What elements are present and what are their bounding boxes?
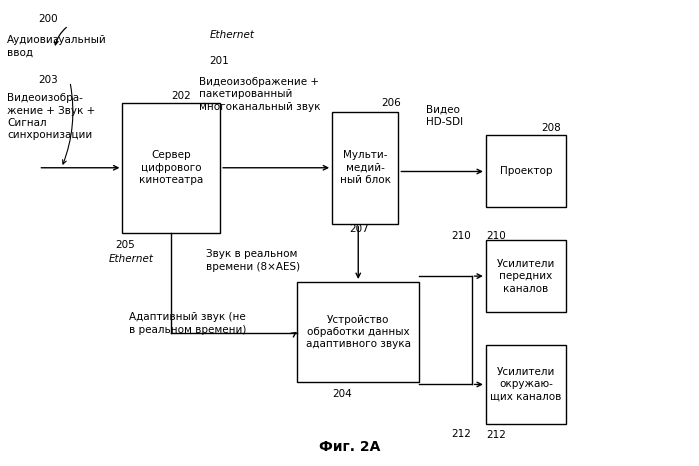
Text: 201: 201 — [210, 56, 229, 66]
Text: Устройство
обработки данных
адаптивного звука: Устройство обработки данных адаптивного … — [305, 315, 411, 350]
Text: 212: 212 — [451, 429, 470, 439]
Text: Ethernet: Ethernet — [210, 30, 254, 40]
Text: 210: 210 — [486, 231, 505, 240]
FancyBboxPatch shape — [486, 345, 566, 424]
Text: Звук в реальном
времени (8×AES): Звук в реальном времени (8×AES) — [206, 249, 301, 272]
Text: 202: 202 — [171, 91, 191, 101]
Text: Сервер
цифрового
кинотеатра: Сервер цифрового кинотеатра — [139, 151, 203, 185]
Text: 207: 207 — [350, 224, 369, 233]
FancyBboxPatch shape — [486, 240, 566, 312]
FancyBboxPatch shape — [486, 135, 566, 207]
Text: Мульти-
медий-
ный блок: Мульти- медий- ный блок — [340, 151, 391, 185]
Text: Усилители
окружаю-
щих каналов: Усилители окружаю- щих каналов — [490, 367, 562, 402]
Text: Проектор: Проектор — [500, 166, 552, 176]
Text: 206: 206 — [381, 98, 401, 108]
Text: Ethernet: Ethernet — [108, 254, 153, 264]
Text: Видеоизобра-
жение + Звук +
Сигнал
синхронизации: Видеоизобра- жение + Звук + Сигнал синхр… — [7, 93, 95, 140]
FancyBboxPatch shape — [297, 282, 419, 382]
Text: 203: 203 — [38, 75, 58, 84]
Text: 200: 200 — [38, 14, 58, 24]
Text: 204: 204 — [332, 389, 352, 399]
Text: Аудиовизуальный
ввод: Аудиовизуальный ввод — [7, 35, 107, 57]
Text: 212: 212 — [486, 430, 505, 439]
Text: Адаптивный звук (не
в реальном времени): Адаптивный звук (не в реальном времени) — [129, 312, 247, 335]
Text: Усилители
передних
каналов: Усилители передних каналов — [497, 259, 555, 294]
Text: 205: 205 — [115, 240, 135, 250]
FancyBboxPatch shape — [122, 103, 220, 233]
Text: Фиг. 2А: Фиг. 2А — [319, 440, 380, 454]
Text: 210: 210 — [451, 231, 470, 240]
Text: 208: 208 — [542, 123, 561, 133]
Text: Видео
HD-SDI: Видео HD-SDI — [426, 105, 463, 127]
Text: Видеоизображение +
пакетированный
многоканальный звук: Видеоизображение + пакетированный многок… — [199, 77, 321, 112]
FancyBboxPatch shape — [332, 112, 398, 224]
